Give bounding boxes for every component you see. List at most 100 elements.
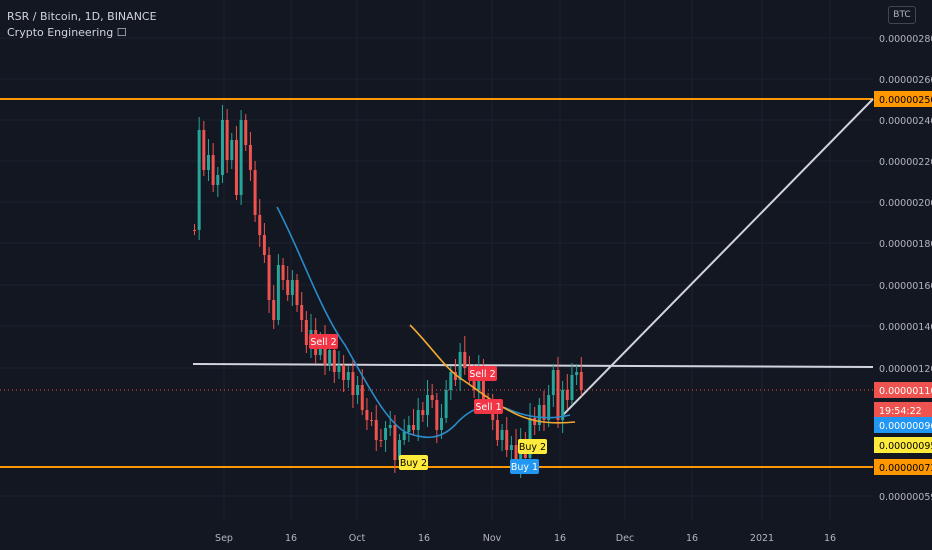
candle-body: [323, 340, 327, 365]
candle-body: [276, 265, 280, 320]
candle-body: [272, 300, 276, 320]
candle-body: [449, 372, 453, 390]
neckline[interactable]: [192, 363, 874, 368]
candle-body: [220, 120, 224, 175]
candle-body: [365, 410, 369, 420]
candle-body: [374, 420, 378, 440]
candle-body: [565, 390, 569, 400]
price-badge-bg: [874, 402, 932, 418]
candle-body: [556, 370, 560, 420]
axes: 0.00000280 0.00000260 0.00000240 0.00000220…: [215, 34, 932, 544]
signal-sell-2[interactable]: Sell 2: [309, 334, 338, 349]
signal-buy-2[interactable]: Buy 2: [518, 439, 547, 454]
candle-body: [346, 372, 350, 380]
signal-bg: [468, 366, 497, 381]
candle-body: [304, 320, 308, 345]
candle-body: [412, 425, 416, 430]
candle-body: [262, 235, 266, 255]
signal-text: Buy 2: [519, 442, 546, 453]
candle-body: [206, 155, 210, 170]
price-badge-text: 0.00000250: [879, 95, 932, 106]
time-tick-label: 16: [824, 533, 836, 544]
time-tick-label: 16: [554, 533, 566, 544]
candle-body: [500, 430, 504, 440]
price-tick-label: 0.00000260: [879, 75, 932, 86]
price-tick-label: 0.00000180: [879, 239, 932, 250]
candle-body: [514, 445, 518, 465]
price-badge-text: 0.00000110: [879, 386, 932, 397]
projection-line[interactable]: [561, 98, 874, 417]
candle-body: [332, 350, 336, 372]
price-badge: 0.00000095: [874, 437, 932, 453]
signal-sell-1[interactable]: Sell 1: [474, 399, 503, 414]
time-tick-label: 16: [686, 533, 698, 544]
candle-body: [505, 430, 509, 450]
price-badge-text: 19:54:22: [879, 406, 922, 417]
candle-body: [360, 385, 364, 410]
candle-body: [430, 395, 434, 400]
time-tick-label: Nov: [483, 533, 502, 544]
candle-body: [253, 170, 257, 215]
signal-buy-1[interactable]: Buy 1: [510, 459, 539, 474]
price-tick-label: 0.00000160: [879, 281, 932, 292]
price-badge-bg: [874, 417, 932, 433]
currency-button[interactable]: BTC: [888, 6, 916, 24]
time-tick-label: Oct: [349, 533, 366, 544]
candle-body: [528, 418, 532, 458]
candle-body: [379, 440, 383, 441]
signal-bg: [399, 455, 428, 470]
candle-body: [337, 365, 341, 372]
price-badge-bg: [874, 382, 932, 398]
signal-text: Buy 1: [511, 462, 538, 473]
candle-body: [426, 395, 429, 415]
grid: [0, 0, 873, 520]
candle-body: [239, 120, 243, 195]
ma-orange[interactable]: [409, 324, 576, 424]
candle-body: [453, 372, 457, 380]
time-tick-label: Sep: [215, 533, 233, 544]
candle-body: [439, 418, 443, 430]
price-tick-label: 0.00000059: [879, 492, 932, 503]
candle-body: [300, 305, 304, 320]
price-badge-text: 0.00000096: [879, 421, 932, 432]
price-badge: 19:54:22: [874, 402, 932, 418]
price-badge-text: 0.00000073: [879, 463, 932, 474]
symbol-title[interactable]: RSR / Bitcoin, 1D, BINANCE: [7, 10, 157, 23]
time-tick-label: 2021: [750, 533, 774, 544]
candle-body: [281, 265, 285, 280]
candle-body: [481, 370, 485, 400]
price-tick-label: 0.00000240: [879, 116, 932, 127]
indicator-title[interactable]: Crypto Engineering ☐: [7, 26, 127, 39]
candle-body: [225, 120, 229, 160]
price-tick-label: 0.00000280: [879, 34, 932, 45]
chart-legend: RSR / Bitcoin, 1D, BINANCE Crypto Engine…: [7, 9, 157, 41]
time-tick-label: 16: [418, 533, 430, 544]
candle-body: [551, 370, 555, 395]
price-tick-label: 0.00000140: [879, 322, 932, 333]
candle-body: [388, 425, 392, 428]
candle-body: [402, 432, 406, 440]
signal-bg: [510, 459, 539, 474]
signal-text: Sell 2: [469, 369, 495, 380]
candle-body: [561, 390, 565, 420]
drawings: [0, 98, 874, 468]
candle-body: [342, 365, 346, 380]
price-badge-bg: [874, 437, 932, 453]
candle-body: [234, 140, 238, 195]
price-badge-text: 0.00000095: [879, 441, 932, 452]
signal-sell-2[interactable]: Sell 2: [468, 366, 497, 381]
candle-body: [444, 390, 448, 418]
candle-body: [547, 395, 551, 420]
signal-text: Sell 2: [310, 337, 336, 348]
candle-body: [328, 350, 332, 365]
time-tick-label: Dec: [616, 533, 634, 544]
candle-body: [421, 410, 425, 415]
ma-blue[interactable]: [276, 206, 571, 439]
signal-buy-2[interactable]: Buy 2: [399, 455, 428, 470]
signal-bg: [518, 439, 547, 454]
signal-bg: [309, 334, 338, 349]
signal-text: Sell 1: [475, 402, 501, 413]
candle-body: [286, 280, 290, 295]
